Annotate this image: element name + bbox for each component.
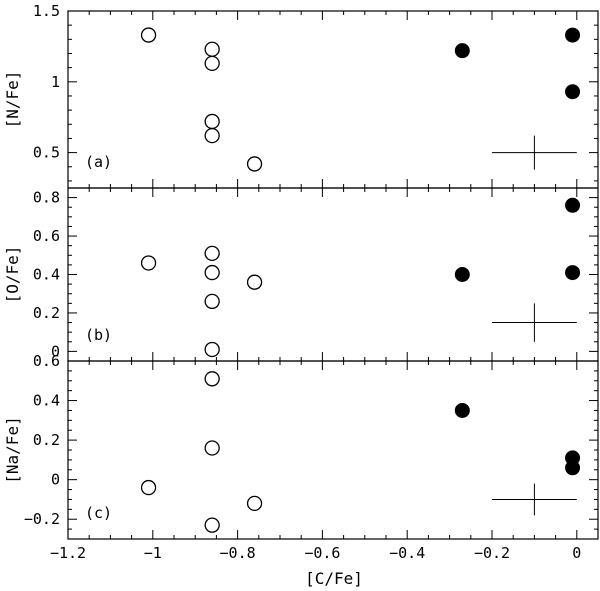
filled-data-point [565, 197, 581, 213]
y-axis-label: [O/Fe] [3, 246, 22, 304]
y-tick-label: 1 [51, 73, 60, 91]
open-data-point [204, 245, 220, 262]
y-tick-label: 0.4 [33, 392, 60, 410]
y-tick-label: 0.4 [33, 266, 60, 284]
y-tick-label: 0 [51, 342, 60, 360]
open-data-point [246, 274, 263, 290]
panel-c: −0.2 0 0.2 0.4 0.6 [Na/Fe] (c) −1.2 −1 −0.8 −0.6 −0… [3, 352, 599, 562]
open-data-point [204, 341, 220, 358]
filled-data-point [565, 460, 581, 476]
x-tick-label: −0.2 [474, 544, 510, 562]
x-tick-label: 0 [572, 544, 581, 562]
open-data-point [204, 113, 220, 130]
y-tick-label: 0.8 [33, 189, 60, 207]
open-data-point [246, 495, 263, 512]
x-tick-label: −0.4 [389, 544, 425, 562]
panel-letter: (c) [85, 504, 112, 522]
panel-frame [67, 360, 599, 540]
x-tick-label: −0.8 [220, 544, 256, 562]
filled-data-point [454, 267, 470, 282]
x-axis-label: [C/Fe] [305, 569, 363, 588]
y-tick-label: −0.2 [24, 510, 60, 528]
open-data-point [140, 479, 157, 496]
open-data-point [204, 371, 220, 387]
y-tick-label: 0.5 [33, 144, 60, 162]
panel-b: 0 0.2 0.4 0.6 0.8 [O/Fe] (b) [3, 187, 599, 362]
panel-letter: (b) [85, 326, 112, 344]
y-tick-label: 0.6 [33, 352, 60, 370]
filled-data-point [454, 402, 470, 418]
y-tick-label: 0.6 [33, 227, 60, 245]
panel-letter: (a) [85, 153, 112, 171]
filled-data-point [454, 43, 470, 59]
y-axis-label: [Na/Fe] [3, 416, 22, 483]
x-tick-label: −1.2 [50, 544, 86, 562]
open-data-point [204, 440, 220, 456]
open-data-point [140, 27, 157, 43]
open-data-point [204, 127, 220, 144]
open-data-point [140, 255, 157, 271]
y-tick-label: 1.5 [33, 2, 60, 20]
open-data-point [246, 156, 263, 172]
panel-a: 0.5 1 1.5 [N/Fe] (a) [3, 2, 599, 189]
open-data-point [204, 293, 220, 310]
y-tick-label: 0.2 [33, 431, 60, 449]
x-tick-label: −0.6 [304, 544, 340, 562]
panel-frame [67, 187, 599, 362]
open-data-point [204, 264, 220, 281]
open-data-point [204, 55, 220, 72]
x-tick-label: −1 [144, 544, 162, 562]
y-tick-label: 0 [51, 471, 60, 489]
filled-data-point [565, 84, 581, 100]
open-data-point [204, 41, 220, 57]
filled-data-point [565, 27, 581, 43]
open-data-point [204, 517, 220, 533]
y-axis-label: [N/Fe] [3, 71, 22, 129]
y-tick-label: 0.2 [33, 304, 60, 322]
filled-data-point [565, 265, 581, 281]
